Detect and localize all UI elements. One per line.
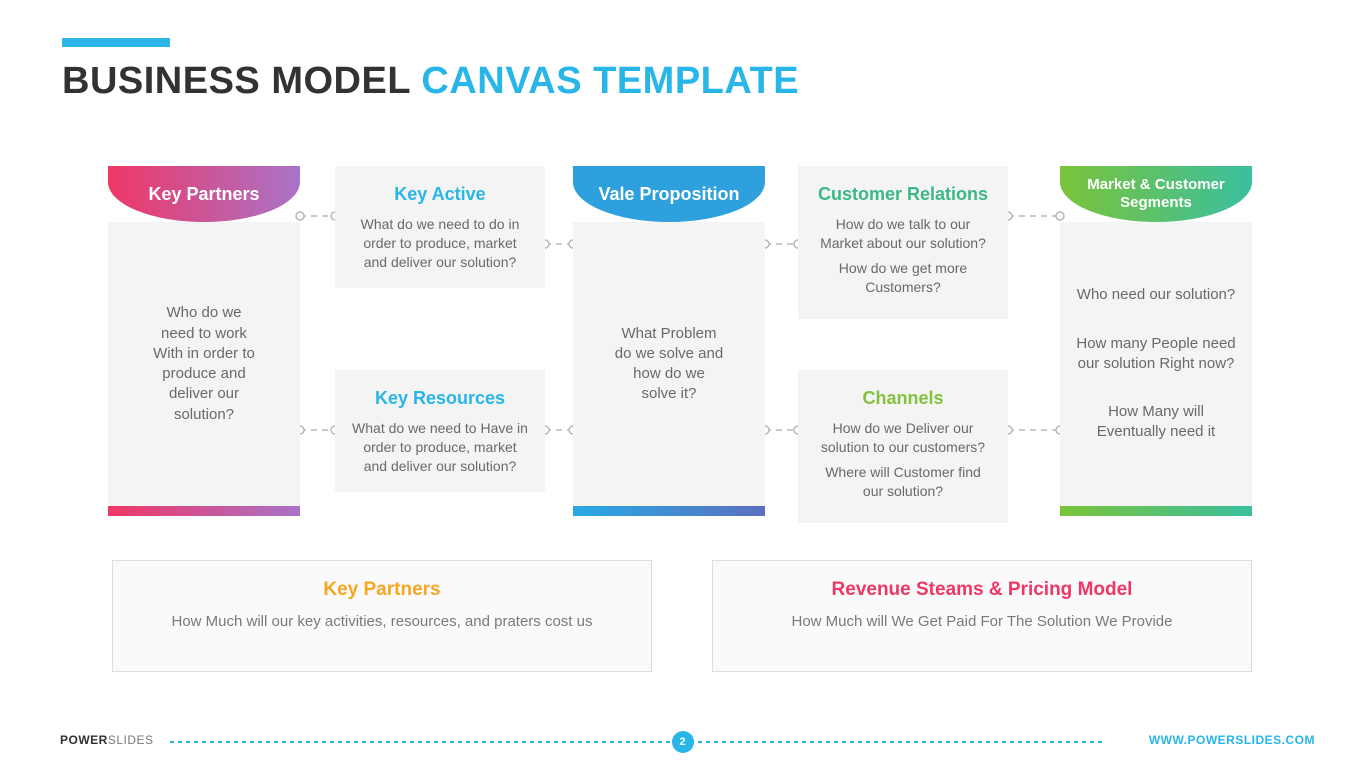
col-header: Vale Proposition [573,166,765,222]
page-number: 2 [672,731,694,753]
box-body: What do we need to do in order to produc… [351,215,529,272]
col-body-text: Who do we need to work With in order to … [149,303,259,425]
col-stripe [1060,506,1252,516]
pane-body: How Much will We Get Paid For The Soluti… [737,611,1227,632]
box-key-active: Key Active What do we need to do in orde… [335,166,545,288]
footer-brand: POWERSLIDES [60,733,154,747]
col-body-text: What Problem do we solve and how do we s… [614,324,724,405]
col-body: What Problem do we solve and how do we s… [573,222,765,506]
bottom-revenue: Revenue Steams & Pricing Model How Much … [712,560,1252,672]
col-value-proposition: Vale Proposition What Problem do we solv… [573,166,765,516]
box-body: How do we talk to our Market about our s… [814,215,992,297]
box-customer-relations: Customer Relations How do we talk to our… [798,166,1008,319]
col-body: Who need our solution? How many People n… [1060,222,1252,506]
col-body: Who do we need to work With in order to … [108,222,300,506]
pane-body: How Much will our key activities, resour… [137,611,627,632]
box-title: Channels [814,388,992,409]
box-channels: Channels How do we Deliver our solution … [798,370,1008,523]
footer-url: WWW.POWERSLIDES.COM [1149,733,1315,747]
page-title: BUSINESS MODEL CANVAS TEMPLATE [62,60,799,103]
title-part2: CANVAS TEMPLATE [421,60,799,102]
box-title: Key Resources [351,388,529,409]
pane-title: Revenue Steams & Pricing Model [737,579,1227,601]
footer: POWERSLIDES 2 WWW.POWERSLIDES.COM [0,727,1365,767]
col-header: Key Partners [108,166,300,222]
accent-bar [62,38,170,47]
footer-line [170,741,1105,743]
col-header: Market & Customer Segments [1060,166,1252,222]
col-key-partners: Key Partners Who do we need to work With… [108,166,300,516]
box-title: Key Active [351,184,529,205]
box-body: How do we Deliver our solution to our cu… [814,419,992,501]
box-title: Customer Relations [814,184,992,205]
title-part1: BUSINESS MODEL [62,60,421,102]
col-stripe [573,506,765,516]
col-stripe [108,506,300,516]
box-key-resources: Key Resources What do we need to Have in… [335,370,545,492]
bottom-cost-structure: Key Partners How Much will our key activ… [112,560,652,672]
col-market-segments: Market & Customer Segments Who need our … [1060,166,1252,516]
slide: BUSINESS MODEL CANVAS TEMPLATE Key Partn… [0,0,1365,767]
pane-title: Key Partners [137,579,627,601]
box-body: What do we need to Have in order to prod… [351,419,529,476]
